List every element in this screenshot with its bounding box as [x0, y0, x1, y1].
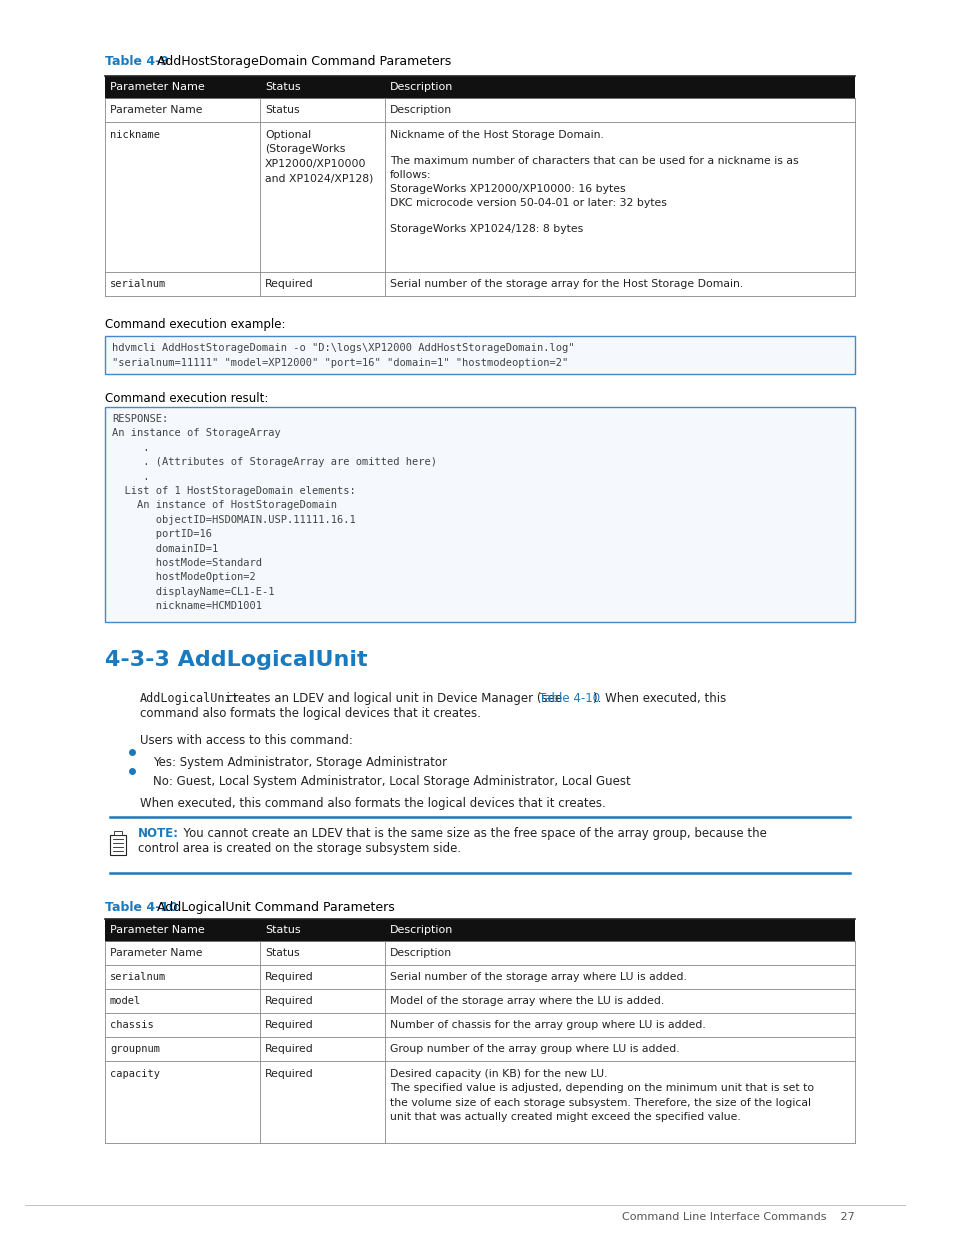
Text: Table 4-9: Table 4-9: [105, 56, 169, 68]
Text: Nickname of the Host Storage Domain.: Nickname of the Host Storage Domain.: [390, 130, 603, 140]
Text: Command execution result:: Command execution result:: [105, 391, 268, 405]
Text: follows:: follows:: [390, 170, 431, 180]
FancyBboxPatch shape: [113, 831, 122, 835]
Bar: [105, 941, 854, 965]
Text: Status: Status: [265, 105, 299, 115]
Text: Yes: System Administrator, Storage Administrator: Yes: System Administrator, Storage Admin…: [152, 756, 447, 769]
Text: RESPONSE:
An instance of StorageArray
     .
     . (Attributes of StorageArray : RESPONSE: An instance of StorageArray . …: [112, 414, 436, 611]
Text: nickname: nickname: [110, 130, 160, 140]
Text: chassis: chassis: [110, 1020, 153, 1030]
Text: Required: Required: [265, 1070, 314, 1079]
Text: NOTE:: NOTE:: [138, 827, 179, 840]
Bar: [105, 1037, 854, 1061]
Text: control area is created on the storage subsystem side.: control area is created on the storage s…: [138, 842, 460, 855]
Text: Optional
(StorageWorks
XP12000/XP10000
and XP1024/XP128): Optional (StorageWorks XP12000/XP10000 a…: [265, 130, 373, 183]
Bar: [105, 77, 854, 98]
Text: DKC microcode version 50-04-01 or later: 32 bytes: DKC microcode version 50-04-01 or later:…: [390, 198, 666, 207]
Text: creates an LDEV and logical unit in Device Manager (see: creates an LDEV and logical unit in Devi…: [223, 692, 565, 705]
Text: Description: Description: [390, 82, 453, 91]
Bar: [105, 408, 854, 622]
Text: 4-3-3 AddLogicalUnit: 4-3-3 AddLogicalUnit: [105, 650, 367, 671]
Text: AddLogicalUnit Command Parameters: AddLogicalUnit Command Parameters: [157, 902, 395, 914]
Bar: [105, 965, 854, 989]
Text: Command execution example:: Command execution example:: [105, 317, 285, 331]
Text: Number of chassis for the array group where LU is added.: Number of chassis for the array group wh…: [390, 1020, 705, 1030]
Text: Parameter Name: Parameter Name: [110, 948, 202, 958]
Bar: [105, 989, 854, 1013]
Bar: [105, 336, 854, 374]
Text: Status: Status: [265, 948, 299, 958]
Text: groupnum: groupnum: [110, 1044, 160, 1053]
Text: Required: Required: [265, 972, 314, 982]
Text: Desired capacity (in KB) for the new LU.
The specified value is adjusted, depend: Desired capacity (in KB) for the new LU.…: [390, 1070, 813, 1123]
Text: Required: Required: [265, 1044, 314, 1053]
Text: Parameter Name: Parameter Name: [110, 105, 202, 115]
Text: command also formats the logical devices that it creates.: command also formats the logical devices…: [140, 706, 480, 720]
Text: Status: Status: [265, 82, 300, 91]
Text: The maximum number of characters that can be used for a nickname is as: The maximum number of characters that ca…: [390, 156, 798, 165]
Bar: [105, 122, 854, 272]
Bar: [105, 272, 854, 296]
Text: capacity: capacity: [110, 1070, 160, 1079]
Text: Required: Required: [265, 1020, 314, 1030]
Text: You cannot create an LDEV that is the same size as the free space of the array g: You cannot create an LDEV that is the sa…: [175, 827, 766, 840]
Text: Table 4-10: Table 4-10: [105, 902, 177, 914]
Text: model: model: [110, 995, 141, 1007]
Bar: [105, 98, 854, 122]
Text: Parameter Name: Parameter Name: [110, 82, 205, 91]
Text: serialnum: serialnum: [110, 279, 166, 289]
Text: Users with access to this command:: Users with access to this command:: [140, 734, 353, 747]
Text: AddLogicalUnit: AddLogicalUnit: [140, 692, 239, 705]
Text: Status: Status: [265, 925, 300, 935]
Text: Table 4-10: Table 4-10: [538, 692, 599, 705]
Text: When executed, this command also formats the logical devices that it creates.: When executed, this command also formats…: [140, 797, 605, 810]
Text: Command Line Interface Commands    27: Command Line Interface Commands 27: [621, 1212, 854, 1221]
Bar: [105, 919, 854, 941]
Bar: [105, 1013, 854, 1037]
Text: StorageWorks XP12000/XP10000: 16 bytes: StorageWorks XP12000/XP10000: 16 bytes: [390, 184, 625, 194]
Text: Description: Description: [390, 925, 453, 935]
Text: Description: Description: [390, 105, 452, 115]
Text: Group number of the array group where LU is added.: Group number of the array group where LU…: [390, 1044, 679, 1053]
Text: AddHostStorageDomain Command Parameters: AddHostStorageDomain Command Parameters: [157, 56, 451, 68]
Text: Serial number of the storage array for the Host Storage Domain.: Serial number of the storage array for t…: [390, 279, 742, 289]
Text: Model of the storage array where the LU is added.: Model of the storage array where the LU …: [390, 995, 663, 1007]
Text: ). When executed, this: ). When executed, this: [593, 692, 725, 705]
Text: Description: Description: [390, 948, 452, 958]
Text: serialnum: serialnum: [110, 972, 166, 982]
Text: Required: Required: [265, 279, 314, 289]
Text: No: Guest, Local System Administrator, Local Storage Administrator, Local Guest: No: Guest, Local System Administrator, L…: [152, 776, 630, 788]
Text: StorageWorks XP1024/128: 8 bytes: StorageWorks XP1024/128: 8 bytes: [390, 224, 582, 233]
Text: Required: Required: [265, 995, 314, 1007]
Text: Parameter Name: Parameter Name: [110, 925, 205, 935]
Bar: [105, 1061, 854, 1144]
Text: Serial number of the storage array where LU is added.: Serial number of the storage array where…: [390, 972, 686, 982]
Text: hdvmcli AddHostStorageDomain -o "D:\logs\XP12000 AddHostStorageDomain.log": hdvmcli AddHostStorageDomain -o "D:\logs…: [112, 343, 574, 353]
Text: "serialnum=11111" "model=XP12000" "port=16" "domain=1" "hostmodeoption=2": "serialnum=11111" "model=XP12000" "port=…: [112, 358, 568, 368]
